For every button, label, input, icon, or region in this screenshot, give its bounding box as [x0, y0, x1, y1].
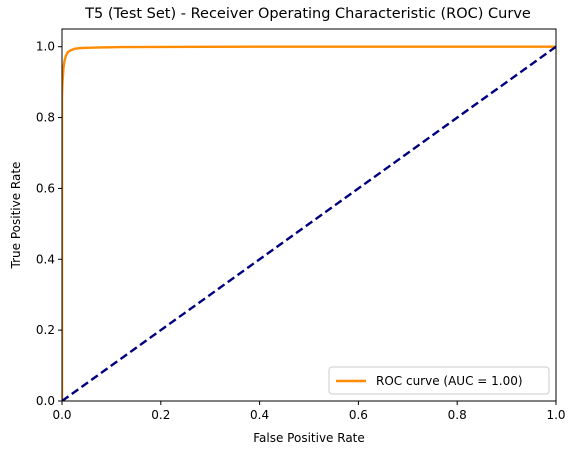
legend-box [328, 366, 550, 395]
y-tick-label: 0.6 [36, 181, 55, 195]
y-tick-label: 1.0 [36, 40, 55, 54]
y-tick-label: 0.8 [36, 111, 55, 125]
x-tick-label: 0.6 [349, 408, 368, 422]
x-tick-label: 0.8 [448, 408, 467, 422]
x-tick-label: 0.4 [250, 408, 269, 422]
y-axis-label: True Positive Rate [9, 162, 23, 270]
plot-area [61, 28, 557, 402]
y-tick-label: 0.0 [36, 394, 55, 408]
y-tick-label: 0.2 [36, 323, 55, 337]
chart-title: T5 (Test Set) - Receiver Operating Chara… [84, 6, 531, 22]
legend-label: ROC curve (AUC = 1.00) [376, 374, 523, 388]
x-tick-label: 0.0 [52, 408, 71, 422]
chance-diagonal-line [62, 45, 556, 401]
x-tick-label: 0.2 [151, 408, 170, 422]
roc-curve-line [62, 45, 556, 401]
legend: ROC curve (AUC = 1.00) [328, 366, 550, 395]
x-axis-label: False Positive Rate [253, 431, 365, 445]
x-tick-label: 1.0 [546, 408, 565, 422]
y-tick-label: 0.4 [36, 252, 55, 266]
